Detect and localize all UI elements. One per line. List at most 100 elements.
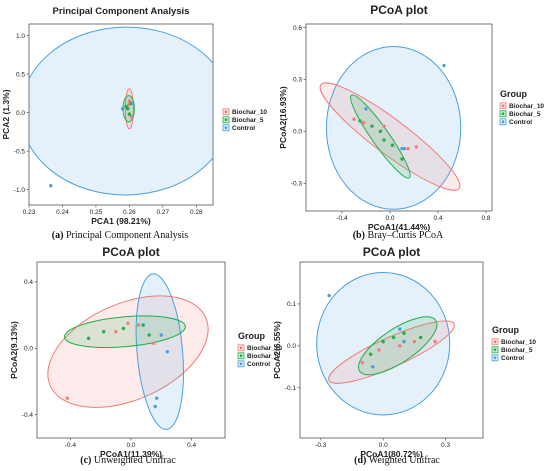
plot-area-a [28, 23, 214, 206]
x-tick-label-a-1: 0.24 [56, 209, 69, 216]
legend-label-d-1: Biochar_5 [501, 347, 533, 354]
caption-label-a: (a) [52, 230, 64, 241]
legend-title-c: Group [238, 331, 265, 341]
plot-area-b [305, 23, 493, 212]
point-b-biochar_10-0 [352, 117, 356, 121]
point-b-biochar_5-0 [358, 119, 362, 123]
legend-dot-a-2 [224, 126, 228, 130]
y-axis-label-c: PCoA2(9.13%) [9, 321, 19, 379]
legend-label-a-0: Biochar_10 [232, 109, 267, 116]
plot-content-a [29, 26, 213, 196]
x-tick-label-d-0: -0.3 [315, 442, 327, 449]
point-b-biochar_5-4 [390, 143, 395, 147]
y-tick-label-c-0: -0.4 [22, 412, 34, 419]
x-tick-label-a-2: 0.25 [90, 209, 103, 216]
caption-text-a: Principal Component Analysis [63, 230, 188, 241]
point-d-biochar_5-2 [391, 335, 396, 340]
y-tick-label-a-3: 0.5 [16, 71, 25, 78]
y-tick-label-b-2: 0.3 [293, 77, 302, 84]
point-a-control-2 [49, 184, 53, 188]
point-c-biochar_5-4 [147, 333, 151, 337]
caption-a: (a) Principal Component Analysis [52, 230, 188, 241]
x-tick-label-b-3: 0.8 [481, 215, 490, 222]
caption-label-b: (b) [353, 230, 365, 241]
point-d-biochar_10-2 [398, 344, 402, 348]
point-d-biochar_10-3 [412, 339, 417, 344]
point-c-biochar_10-4 [152, 341, 156, 345]
ellipse-c-biochar_10-0 [47, 295, 209, 408]
caption-b: (b) Bray–Curtis PCoA [353, 230, 444, 241]
point-c-control-1 [165, 349, 170, 354]
x-tick-label-b-0: -0.4 [336, 215, 348, 222]
y-axis-label-b: PCoA2(16.93%) [278, 86, 288, 149]
y-tick-label-d-1: 0.0 [287, 343, 296, 350]
x-tick-label-a-5: 0.28 [190, 209, 203, 216]
legend-dot-a-1 [224, 118, 228, 122]
point-d-control-3 [402, 339, 406, 344]
x-axis-label-a: PCA1 (98.21%) [91, 216, 151, 226]
point-c-biochar_5-0 [86, 336, 91, 341]
x-tick-label-c-0: -0.4 [65, 442, 77, 449]
legend-label-a-2: Control [232, 125, 255, 132]
y-tick-label-d-0: -0.1 [285, 385, 297, 392]
ellipse-c-biochar_5-2 [64, 315, 186, 349]
legend-label-b-1: Biochar_5 [509, 111, 541, 118]
ellipse-c-control-1 [135, 273, 184, 430]
legend-title-d: Group [492, 325, 519, 335]
point-b-biochar_10-1 [361, 120, 366, 125]
point-d-biochar_5-0 [369, 352, 373, 356]
y-tick-label-b-3: 0.6 [293, 25, 302, 32]
panel-a: Principal Component Analysis 0.23 0.24 0.25… [1, 6, 267, 241]
point-a-biochar_5-1 [127, 112, 132, 116]
point-d-biochar_5-4 [418, 335, 423, 340]
point-c-control-0 [159, 333, 164, 337]
legend-dot-c-1 [239, 354, 243, 358]
legend-title-b: Group [500, 89, 527, 99]
point-c-biochar_10-0 [65, 396, 69, 400]
point-b-biochar_5-5 [400, 157, 404, 161]
legend-label-c-1: Biochar_5 [247, 353, 279, 360]
legend-dot-c-0 [239, 346, 243, 350]
point-d-control-2 [398, 327, 402, 331]
point-d-biochar_10-4 [433, 339, 437, 344]
caption-text-b: Bray–Curtis PCoA [365, 230, 444, 241]
panel-d: PCoA plot -0.3 0.0 0.3 -0.1 0.0 0.1 PCoA1(80.72… [272, 245, 536, 466]
legend-dot-c-2 [239, 362, 243, 366]
x-axis-label-b: PCoA1(41.44%) [368, 222, 431, 232]
point-b-control-2 [400, 146, 404, 151]
legend-label-b-0: Biochar_10 [509, 103, 544, 110]
point-b-biochar_10-3 [406, 146, 410, 151]
x-tick-label-b-1: 0.0 [385, 215, 394, 222]
y-tick-label-b-0: -0.3 [291, 181, 303, 188]
point-b-control-3 [442, 63, 446, 68]
caption-label-d: (d) [354, 455, 366, 466]
ellipse-b-control-0 [325, 46, 462, 210]
y-tick-label-a-2: 0.0 [16, 110, 25, 117]
x-tick-label-b-2: 0.4 [433, 215, 442, 222]
point-d-biochar_10-1 [377, 348, 381, 352]
chart-title-a: Principal Component Analysis [53, 6, 190, 17]
x-tick-label-a-4: 0.27 [156, 209, 169, 216]
legend-dot-d-1 [493, 348, 497, 352]
chart-title-c: PCoA plot [102, 245, 160, 259]
plot-content-c [47, 273, 209, 430]
legend-dot-d-2 [493, 356, 497, 360]
panel-c: PCoA plot -0.4 0.0 0.4 -0.4 0.0 0.4 PCoA1(11.39… [9, 245, 282, 466]
point-d-biochar_5-3 [402, 331, 406, 335]
ellipse-d-biochar_5-2 [358, 316, 438, 376]
x-tick-label-c-2: 0.4 [187, 442, 196, 449]
point-a-biochar_5-2 [125, 107, 130, 111]
point-c-control-2 [155, 396, 159, 400]
y-tick-label-a-0: -1.0 [14, 187, 26, 194]
y-tick-label-d-2: 0.1 [287, 301, 296, 308]
y-tick-label-c-2: 0.4 [24, 279, 33, 286]
point-a-control-1 [131, 101, 135, 106]
point-b-biochar_5-1 [370, 124, 374, 128]
point-c-biochar_10-3 [137, 323, 141, 327]
legend-label-c-2: Control [247, 361, 270, 368]
point-c-biochar_5-1 [102, 330, 106, 334]
point-a-control-0 [120, 107, 125, 111]
